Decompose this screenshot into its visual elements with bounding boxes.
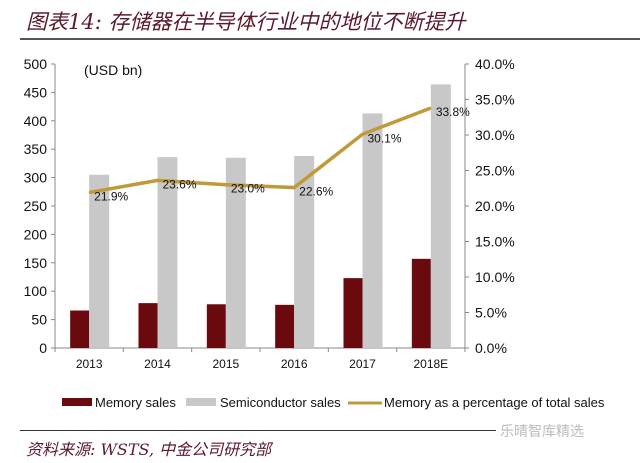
legend-label-percentage: Memory as a percentage of total sales (384, 395, 605, 410)
bar-semiconductor-sales (89, 174, 110, 348)
x-tick-label: 2017 (349, 357, 376, 371)
data-label: 23.6% (163, 177, 197, 191)
title-divider (20, 38, 640, 40)
bar-semiconductor-sales (430, 84, 451, 348)
y-tick-label: 400 (24, 113, 48, 129)
line-point (293, 187, 295, 189)
bar-semiconductor-sales (225, 157, 246, 348)
y-tick-label: 0 (39, 340, 47, 356)
bar-memory-sales (343, 278, 363, 348)
y-tick-label: 200 (24, 226, 48, 242)
x-tick-label: 2013 (76, 357, 103, 371)
y-tick-label: 150 (24, 255, 48, 271)
line-point (362, 133, 363, 135)
source-divider (20, 430, 496, 431)
x-tick-label: 2014 (144, 357, 171, 371)
watermark: 乐晴智库精选 (500, 423, 584, 439)
bar-memory-sales (206, 304, 226, 348)
x-tick-label: 2015 (212, 357, 239, 371)
bar-memory-sales (275, 304, 295, 348)
source-note: 资料来源: WSTS, 中金公司研究部 (26, 440, 272, 459)
y2-tick-label: 40.0% (475, 56, 515, 72)
data-label: 30.1% (368, 131, 402, 145)
bar-semiconductor-sales (294, 156, 315, 348)
line-point (225, 184, 227, 186)
legend-swatch-semiconductor (186, 398, 216, 406)
y-tick-label: 450 (24, 84, 48, 100)
y2-tick-label: 30.0% (475, 127, 515, 143)
unit-label: (USD bn) (84, 62, 142, 78)
legend-label-semiconductor: Semiconductor sales (220, 395, 341, 410)
bar-memory-sales (138, 303, 158, 348)
y-tick-label: 50 (31, 312, 47, 328)
y-tick-label: 100 (24, 283, 48, 299)
legend-label-memory: Memory sales (95, 395, 176, 410)
line-memory-percentage (88, 106, 432, 195)
y-tick-label: 500 (24, 56, 48, 72)
chart: 0 50 100 150 200 250 300 350 400 450 500 0.0% 5.0% 10… (24, 56, 605, 410)
bar-semiconductor-sales (362, 113, 383, 348)
bar-memory-sales (70, 310, 90, 348)
bar-semiconductor-sales (157, 157, 178, 348)
y2-tick-label: 35.0% (475, 92, 515, 108)
x-tick-label: 2016 (281, 357, 308, 371)
y-tick-label: 350 (24, 141, 48, 157)
y2-tick-label: 20.0% (475, 198, 515, 214)
bar-memory-sales (411, 258, 431, 348)
y-tick-label: 250 (24, 198, 48, 214)
line-point (88, 192, 90, 194)
y-tick-label: 300 (24, 170, 48, 186)
chart-title: 图表14: 存储器在半导体行业中的地位不断提升 (26, 10, 466, 34)
x-tick-label: 2018E (413, 357, 448, 371)
data-label: 21.9% (94, 190, 128, 204)
data-label: 33.8% (436, 105, 470, 119)
data-label: 22.6% (299, 185, 333, 199)
y2-tick-label: 0.0% (475, 340, 507, 356)
legend-swatch-memory (62, 398, 92, 406)
line-point (157, 179, 158, 181)
y2-tick-label: 25.0% (475, 163, 515, 179)
y2-tick-label: 10.0% (475, 269, 515, 285)
y2-tick-label: 15.0% (475, 234, 515, 250)
line-point (430, 107, 432, 109)
y2-tick-label: 5.0% (475, 305, 507, 321)
data-label: 23.0% (231, 182, 265, 196)
